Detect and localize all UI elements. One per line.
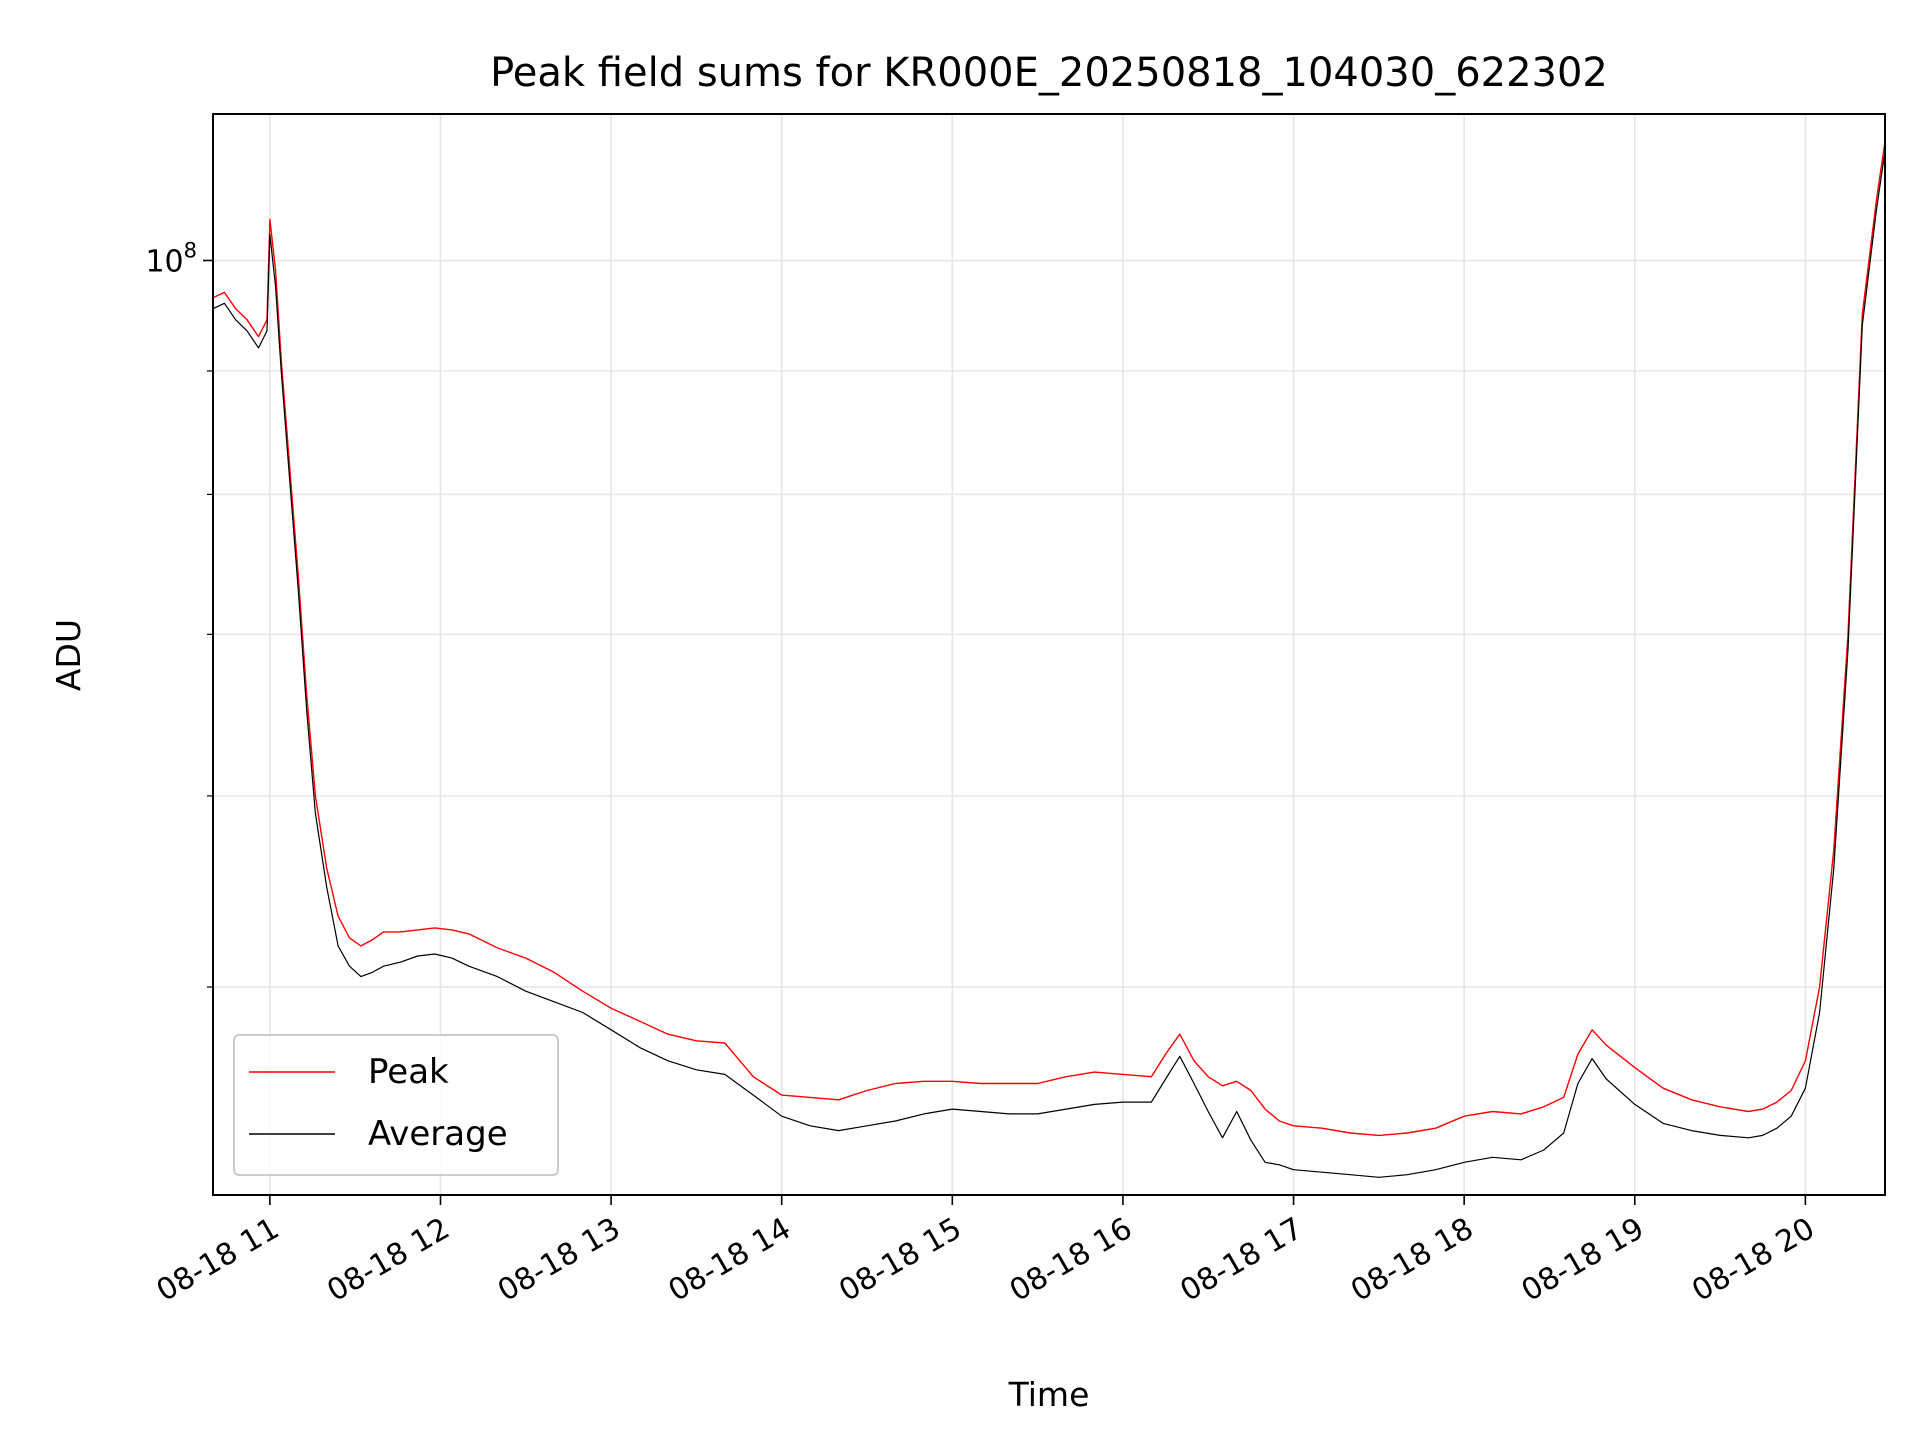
- legend-label-peak: Peak: [368, 1052, 449, 1092]
- plot-frame: [212, 113, 1886, 1196]
- y-axis-label: ADU: [49, 619, 88, 691]
- series-lines: [212, 141, 1886, 1178]
- plot-area: [213, 114, 1885, 1195]
- legend: Peak Average: [233, 1034, 559, 1176]
- legend-box: [233, 1034, 559, 1176]
- grid-lines: [213, 114, 1885, 1195]
- x-axis-label: Time: [1008, 1375, 1090, 1414]
- series-line-peak: [212, 141, 1886, 1137]
- chart-title: Peak field sums for KR000E_20250818_1040…: [490, 50, 1608, 96]
- legend-label-average: Average: [368, 1114, 508, 1154]
- series-line-average: [212, 151, 1886, 1178]
- y-tick-label: 108: [145, 238, 197, 279]
